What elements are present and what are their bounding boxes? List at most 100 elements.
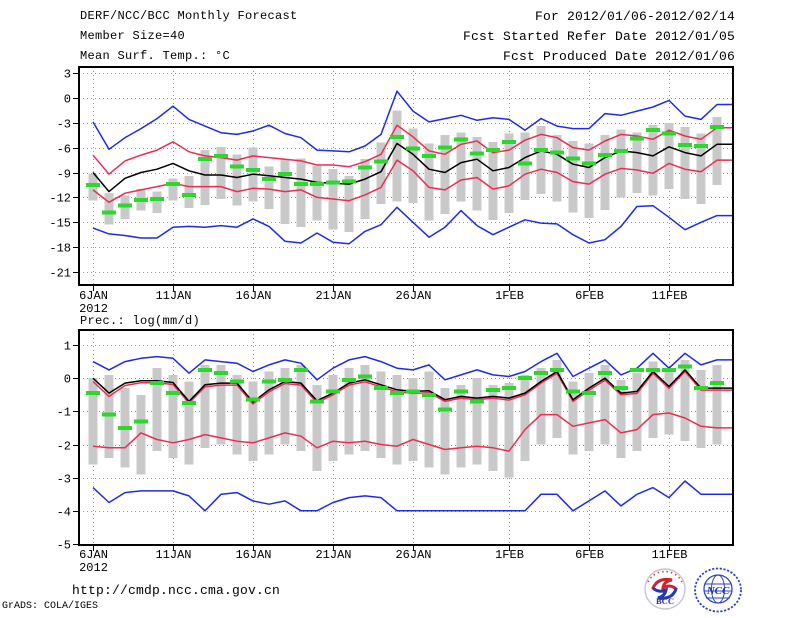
spread-bar — [520, 132, 530, 200]
observation-dash — [374, 159, 388, 164]
observation-dash — [470, 399, 484, 404]
panel-frame — [78, 66, 734, 286]
grads-credit: GrADS: COLA/IGES — [2, 601, 99, 612]
spread-bar — [568, 381, 578, 455]
spread-bar — [664, 122, 674, 190]
observation-dash — [518, 376, 532, 381]
spread-bar — [344, 368, 354, 455]
x-tick-label: 6JAN — [79, 548, 108, 562]
observation-dash — [422, 392, 436, 397]
spread-bar — [200, 364, 210, 448]
spread-bar — [392, 374, 402, 465]
ncc-logo: NCC — [694, 567, 742, 612]
spread-bar — [216, 146, 226, 200]
observation-dash — [678, 143, 692, 148]
spread-bar — [520, 374, 530, 462]
spread-bar — [488, 141, 498, 220]
spread-bar — [184, 175, 194, 209]
observation-dash — [118, 203, 132, 208]
x-tick-label: 21JAN — [315, 289, 351, 303]
y-tick-label: -9 — [57, 168, 71, 182]
observation-dash — [374, 386, 388, 391]
observation-dash — [582, 161, 596, 166]
observation-dash — [262, 379, 276, 384]
y-tick-label: 3 — [64, 68, 71, 82]
spread-bar — [264, 371, 274, 455]
observation-dash — [294, 182, 308, 187]
observation-dash — [470, 151, 484, 156]
observation-dash — [198, 157, 212, 162]
spread-bar — [152, 368, 162, 452]
x-axis-year-label: 2012 — [79, 302, 108, 316]
spread-bar — [552, 359, 562, 438]
observation-dash — [326, 389, 340, 394]
x-tick-label: 6FEB — [575, 548, 604, 562]
observation-dash — [598, 371, 612, 376]
spread-bar — [712, 364, 722, 445]
observation-dash — [582, 391, 596, 396]
observation-dash — [614, 386, 628, 391]
observation-dash — [342, 377, 356, 382]
observation-dash — [294, 367, 308, 372]
spread-bar — [680, 359, 690, 442]
member-size-label: Member Size=40 — [80, 29, 186, 43]
observation-dash — [230, 164, 244, 169]
y-tick-label: -15 — [49, 217, 71, 231]
observation-dash — [118, 425, 132, 430]
y-tick-label: 0 — [64, 373, 71, 387]
agency-logos: BCC NCC — [641, 565, 751, 615]
spread-bar — [648, 361, 658, 438]
observation-dash — [134, 419, 148, 424]
y-tick-label: -12 — [49, 192, 71, 206]
y-tick-label: -2 — [57, 440, 71, 454]
x-tick-label: 1FEB — [495, 548, 524, 562]
spread-bar — [152, 191, 162, 214]
x-tick-label: 21JAN — [315, 548, 351, 562]
observation-dash — [150, 381, 164, 386]
spread-bar — [632, 132, 642, 194]
spread-bar — [168, 374, 178, 458]
observation-dash — [662, 367, 676, 372]
observation-dash — [390, 134, 404, 139]
spread-bar — [184, 381, 194, 465]
ensemble-min-line — [92, 480, 733, 512]
y-tick-label: 1 — [64, 340, 71, 354]
ensemble-spread-bars — [88, 359, 722, 478]
x-tick-label: 16JAN — [235, 548, 271, 562]
observation-dash — [454, 137, 468, 142]
spread-bar — [568, 140, 578, 213]
observation-dash — [566, 156, 580, 161]
spread-bar — [376, 371, 386, 458]
observation-dash — [710, 381, 724, 386]
observation-dash — [166, 182, 180, 187]
lower-quartile-line — [92, 412, 733, 452]
spread-bar — [280, 368, 290, 445]
spread-bar — [440, 135, 450, 214]
observation-dash — [182, 192, 196, 197]
spread-bar — [664, 371, 674, 435]
observation-dash — [694, 143, 708, 148]
observation-dash — [358, 374, 372, 379]
spread-bar — [360, 364, 370, 452]
observation-dash — [614, 148, 628, 153]
panel-frame — [78, 329, 734, 546]
observation-dash — [102, 210, 116, 215]
spread-bar — [328, 374, 338, 462]
x-tick-label: 6FEB — [575, 289, 604, 303]
x-tick-label: 11JAN — [155, 548, 191, 562]
x-tick-label: 11FEB — [651, 289, 687, 303]
observation-dash — [278, 377, 292, 382]
observation-dash — [438, 145, 452, 150]
x-tick-label: 11JAN — [155, 289, 191, 303]
observation-dash — [198, 367, 212, 372]
observation-dash — [566, 389, 580, 394]
observation-dash — [310, 182, 324, 187]
spread-bar — [392, 110, 402, 202]
observation-dash — [630, 136, 644, 141]
observation-dash — [262, 177, 276, 182]
observation-dash — [534, 148, 548, 153]
x-tick-label: 6JAN — [79, 289, 108, 303]
x-axis-year-label: 2012 — [79, 561, 108, 575]
spread-bar — [696, 369, 706, 448]
